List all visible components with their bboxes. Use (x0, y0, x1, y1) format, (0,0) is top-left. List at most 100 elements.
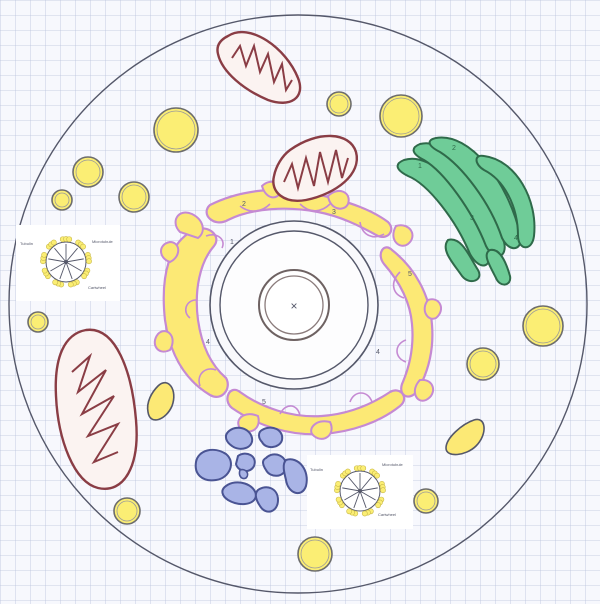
centriole-spoke (342, 487, 361, 492)
lysosome (224, 426, 254, 450)
er-finger (392, 224, 414, 247)
er-number-3: 3 (332, 209, 336, 216)
vesicle (118, 181, 150, 213)
centriole-triplet (80, 243, 86, 250)
centriole-hub (358, 489, 362, 493)
centriole-triplet (380, 487, 386, 494)
centriole-spoke (348, 476, 361, 492)
centriole-right-label-cartwheel: Cartwheel (378, 512, 396, 517)
golgi-cisterna-4 (475, 154, 536, 249)
vesicle-inner-ring (54, 192, 70, 208)
centriole-left-label-microtubule: Microtubule (92, 239, 113, 244)
er-finger (423, 298, 443, 320)
er-finger (153, 330, 174, 353)
centriole-triplet (86, 258, 92, 265)
lysosome (194, 448, 232, 482)
endoplasmic-reticulum: 2 1 3 5 4 4 5 (153, 180, 443, 440)
centriole-hub (64, 260, 68, 264)
er-fold (205, 234, 224, 249)
centriole-spoke (65, 258, 84, 263)
golgi-number-2: 2 (452, 145, 456, 152)
vesicle (326, 91, 352, 117)
golgi-number-3: 3 (470, 215, 474, 222)
nucleus: × (209, 220, 379, 390)
lysosomes (194, 426, 308, 513)
vesicle (413, 488, 439, 514)
er-bottom-segment (226, 388, 406, 436)
peroxisome-right (445, 418, 485, 456)
vesicle-inner-ring (75, 159, 101, 185)
er-fold (198, 368, 217, 387)
centriole-triplet (50, 239, 57, 246)
vesicle (522, 305, 564, 347)
centriole-right-label-microtubule: Microtubule (382, 462, 403, 467)
vesicle-inner-ring (469, 350, 497, 378)
er-fold (349, 392, 373, 403)
vesicle-inner-ring (116, 500, 138, 522)
er-right-segment (379, 246, 434, 398)
centriole-spoke (65, 261, 73, 280)
vesicle-inner-ring (156, 110, 196, 150)
er-left-segment (162, 227, 229, 398)
vesicle-inner-ring (300, 539, 330, 569)
lysosome (254, 486, 280, 513)
centriole-left (40, 236, 92, 288)
lysosome (258, 426, 284, 448)
centriole-spoke (344, 490, 361, 501)
centriole-triplet (374, 472, 380, 479)
vesicle-inner-ring (525, 308, 561, 344)
vesicle-inner-ring (382, 97, 420, 135)
centriole-triplet (361, 510, 368, 517)
er-number-5b: 5 (262, 399, 266, 406)
cell-membrane (8, 14, 588, 594)
vesicle-inner-ring (329, 94, 349, 114)
centriole-triplet (375, 502, 382, 509)
centriole-spoke (359, 476, 372, 492)
vesicles (27, 91, 564, 572)
er-number-4: 4 (206, 339, 210, 346)
vesicle (466, 347, 500, 381)
golgi-lower-arc (485, 248, 512, 286)
nucleus-mark: × (290, 299, 297, 313)
golgi-number-1: 1 (418, 163, 422, 170)
centriole-spoke (65, 247, 78, 263)
centriole-right (334, 465, 386, 517)
centriole-triplet (360, 465, 367, 472)
vesicle-inner-ring (30, 314, 46, 330)
centriole-spoke (48, 258, 67, 263)
er-number-1: 1 (230, 239, 234, 246)
mitochondrion-top (216, 30, 302, 104)
centriole-triplet (346, 508, 353, 515)
centriole-triplet (335, 496, 342, 503)
centriole-spoke (65, 261, 82, 272)
er-fold (396, 339, 407, 363)
peroxisome-left (146, 381, 175, 421)
vesicle-inner-ring (121, 184, 147, 210)
centriole-triplet (81, 273, 88, 280)
centriole-left-label-cartwheel: Cartwheel (88, 285, 106, 290)
mitochondrion-left (54, 328, 138, 490)
centriole-spoke (353, 490, 361, 509)
er-number-4b: 4 (376, 349, 380, 356)
centriole-triplet (335, 480, 342, 487)
centriole-triplet (344, 468, 351, 475)
golgi-apparatus: 1 2 3 4 (396, 136, 536, 286)
vesicle (297, 536, 333, 572)
er-number-5: 5 (408, 271, 412, 278)
centriole-triplet (52, 279, 59, 286)
er-fold (299, 203, 331, 212)
er-fold (392, 271, 405, 299)
vesicle (72, 156, 104, 188)
centriole-triplet (41, 267, 48, 274)
centriole-triplet (41, 251, 48, 258)
lysosome (234, 452, 256, 472)
nucleolus-inner (264, 275, 324, 335)
vesicle (379, 94, 423, 138)
er-finger (326, 189, 350, 210)
lysosome (238, 468, 249, 480)
er-fold (184, 299, 197, 319)
er-finger (160, 240, 180, 264)
er-finger (310, 420, 333, 440)
